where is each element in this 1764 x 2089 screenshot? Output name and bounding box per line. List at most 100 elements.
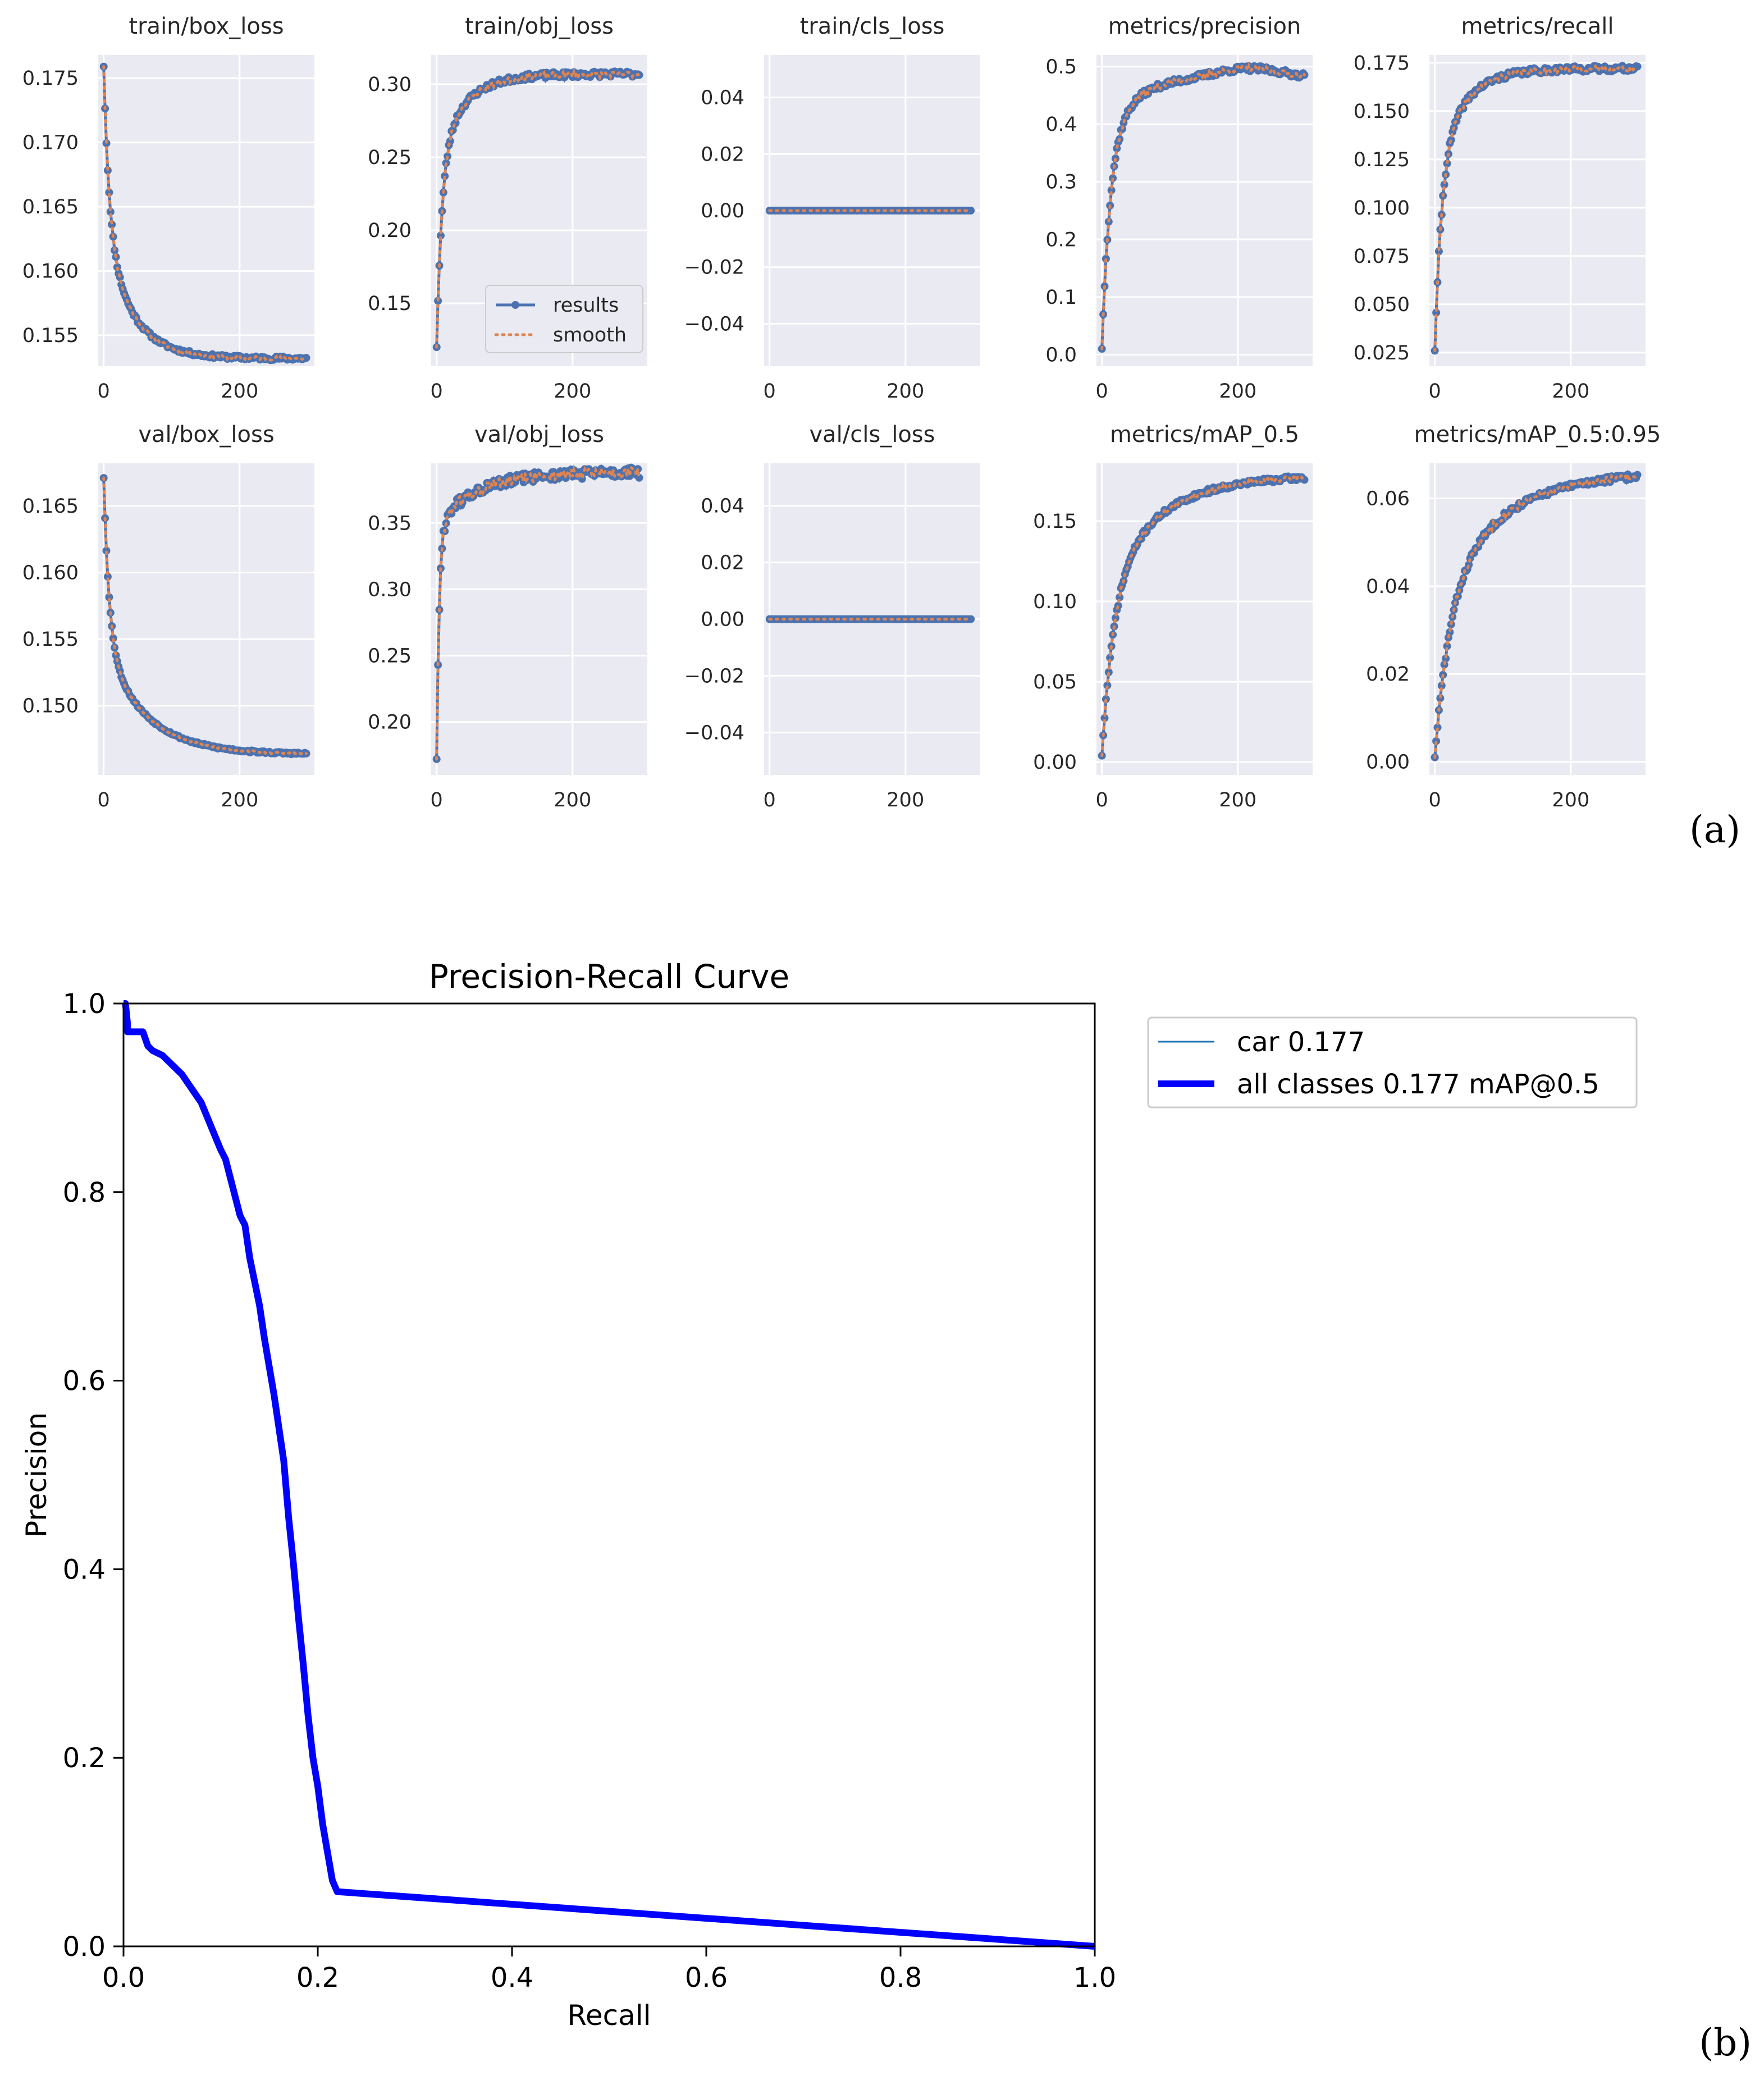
results-point [1432,308,1441,317]
y-tick-label: 0.04 [701,495,744,518]
y-tick-label: 0.15 [368,293,412,315]
x-tick-label: 0.6 [685,1962,728,1994]
y-tick-label: 0.5 [1045,56,1077,79]
x-tick-label: 1.0 [1073,1962,1116,1994]
y-tick-label: 0.125 [1354,149,1410,171]
results-point [302,354,310,362]
pr-legend: car 0.177 all classes 0.177 mAP@0.5 [1147,1016,1638,1109]
y-tick-label: 0.3 [1045,171,1077,194]
results-point [1443,642,1451,650]
legend-marker-results [511,301,519,309]
subplot-title: val/cls_loss [810,422,935,448]
x-tick-label: 200 [554,380,591,403]
results-point [635,473,643,482]
x-tick-label: 0.4 [491,1962,533,1994]
x-tick-label: 0 [1429,380,1441,403]
smooth-line [435,463,641,761]
results-point [967,207,975,215]
y-tick-label: 0.0 [63,1931,106,1963]
y-tick-label: 0.00 [701,200,744,222]
y-tick-label: 0.06 [1366,488,1410,510]
x-tick-label: 200 [1219,380,1256,403]
results-point [1111,614,1119,622]
precision-recall-chart: 0.0 0.2 0.4 0.6 0.8 1.0 0.0 0.2 0.4 0.6 0.8 1.0 Prec… [20,957,1638,2032]
x-tick-label: 0.8 [879,1962,922,1994]
y-tick-label: 0.050 [1354,294,1410,316]
legend-label: all classes 0.177 mAP@0.5 [1237,1069,1600,1100]
smooth-line [1433,469,1639,759]
y-tick-label: 0.150 [22,695,79,718]
results-point [1433,723,1442,732]
results-point [1446,628,1454,636]
results-point [967,615,975,623]
y-tick-label: 0.155 [22,628,79,651]
x-tick-label: 200 [886,789,924,811]
subplot-metrics_recall: 0 200 0.025 0.050 0.075 0.100 0.125 0.150 0.175 m… [1354,13,1646,403]
results-point [103,572,112,581]
y-tick-label: 0.160 [22,261,79,283]
axes-background [431,463,647,775]
smooth-line [1433,63,1639,352]
legend-label-smooth: smooth [553,324,627,346]
y-tick-label: −0.04 [684,722,744,744]
x-tick-label: 200 [554,789,591,811]
results-point [1100,714,1109,722]
axes-background [1096,55,1313,366]
subplot-title: train/box_loss [129,13,284,39]
legend-label-results: results [553,294,619,317]
y-tick-label: 0.8 [63,1177,106,1208]
plot-frame [122,1002,1096,1947]
smooth-line [102,65,308,362]
subplot-metrics_map_05: 0 200 0.00 0.05 0.10 0.15 metrics/mAP_0.5 [1033,422,1313,811]
subplot-title: train/cls_loss [800,13,945,39]
y-tick-label: 0.02 [701,552,744,574]
y-tick-label: 0.170 [22,132,79,154]
y-tick-label: 0.2 [1045,229,1077,251]
y-tick-label: 0.155 [22,325,79,347]
y-tick-label: 0.25 [368,645,412,667]
axes-background [1429,463,1646,775]
subplot-val_obj_loss: 0 200 0.20 0.25 0.30 0.35 val/obj_loss [368,422,647,811]
y-tick-label: 0.1 [1045,286,1077,309]
x-tick-label: 0 [764,380,776,403]
y-tick-label: 0.175 [1354,52,1410,75]
y-tick-label: 0.10 [1033,591,1077,613]
y-tick-label: 0.05 [1033,671,1077,694]
subplot-metrics_precision: 0 200 0.0 0.1 0.2 0.3 0.4 0.5 metrics/precision [1045,13,1313,403]
y-tick-label: 1.0 [63,988,106,1020]
y-tick-label: 0.35 [368,512,412,535]
x-tick-label: 200 [221,380,258,403]
axes-background [1096,463,1313,775]
results-point [1437,682,1446,690]
y-tick-label: 0.025 [1354,342,1410,364]
results-point [1103,681,1112,690]
x-tick-label: 0.2 [296,1962,339,1994]
y-tick-label: 0.30 [368,578,412,601]
y-tick-label: 0.175 [22,67,79,90]
x-tick-label: 0 [1429,789,1441,811]
axes-background [98,55,314,366]
y-tick-label: 0.6 [63,1366,106,1397]
x-tick-label: 0 [98,789,110,811]
x-tick-label: 200 [1552,380,1589,403]
subplot-val_cls_loss: 0 200 −0.04 −0.02 0.00 0.02 0.04 val/cls_loss [684,422,980,811]
results-point [105,188,113,197]
x-tick-label: 200 [1219,789,1256,811]
subplot-title: train/obj_loss [465,13,614,39]
y-tick-label: 0.2 [63,1743,106,1774]
y-tick-label: 0.075 [1354,245,1410,268]
y-tick-label: −0.04 [684,313,744,335]
series-car-line [124,1002,1095,1947]
y-tick-label: 0.02 [701,143,744,166]
subplot-train_cls_loss: 0 200 −0.04 −0.02 0.00 0.02 0.04 train/cls_loss [684,13,980,403]
y-tick-label: 0.15 [1033,510,1077,533]
x-tick-label: 0 [1096,380,1108,403]
results-point [106,208,115,216]
y-tick-label: 0.165 [22,196,79,218]
smooth-line [1100,475,1306,758]
y-tick-label: 0.165 [22,495,79,518]
subplot-title: metrics/precision [1108,13,1301,39]
smooth-line [435,67,641,349]
results-point [1106,654,1114,662]
y-tick-label: 0.04 [1366,576,1410,598]
